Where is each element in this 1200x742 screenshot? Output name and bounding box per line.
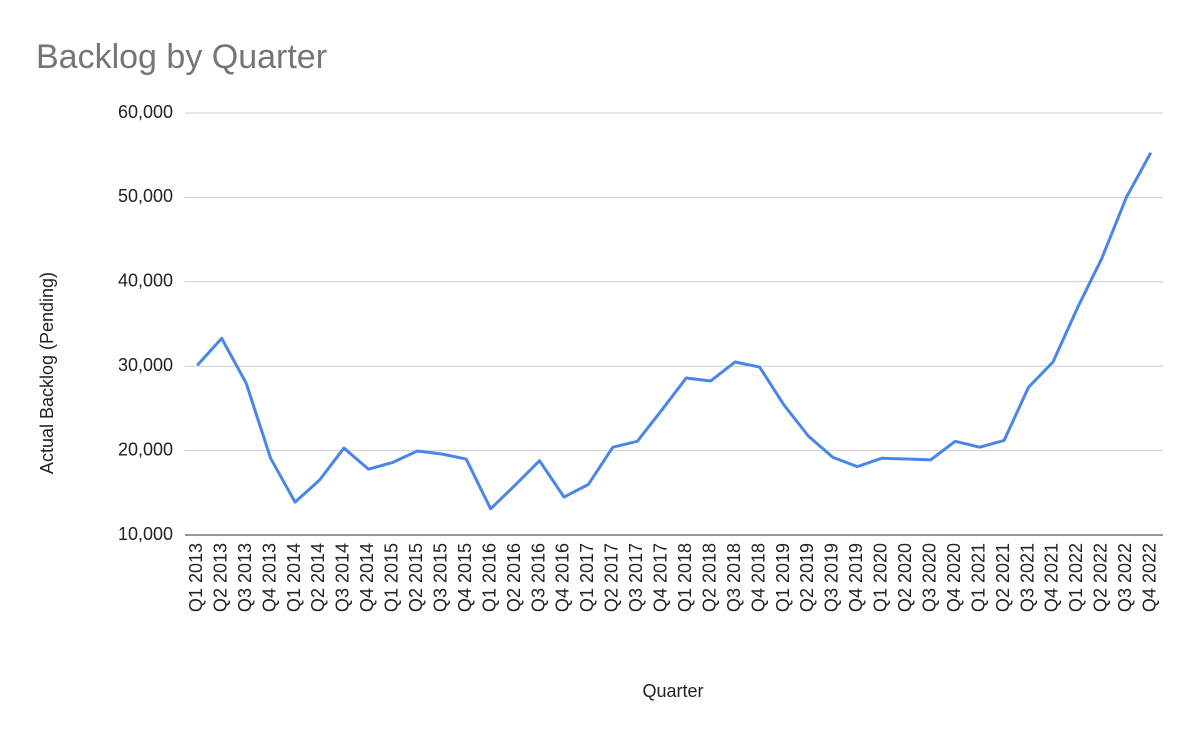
x-tick-label: Q2 2015 [406, 543, 426, 612]
x-tick-label: Q2 2019 [797, 543, 817, 612]
x-tick-label: Q3 2017 [626, 543, 646, 612]
x-tick-label: Q4 2020 [944, 543, 964, 612]
x-tick-label: Q3 2020 [919, 543, 939, 612]
x-tick-label: Q4 2014 [357, 543, 377, 612]
x-tick-label: Q2 2022 [1091, 543, 1111, 612]
x-tick-label: Q2 2016 [504, 543, 524, 612]
x-tick-label: Q1 2017 [577, 543, 597, 612]
x-tick-label: Q1 2016 [479, 543, 499, 612]
x-tick-label: Q2 2013 [210, 543, 230, 612]
x-tick-label: Q1 2021 [968, 543, 988, 612]
data-line [196, 151, 1153, 511]
x-tick-label: Q1 2019 [773, 543, 793, 612]
x-tick-label: Q1 2020 [871, 543, 891, 612]
x-tick-label: Q3 2016 [528, 543, 548, 612]
x-tick-label: Q4 2019 [846, 543, 866, 612]
x-tick-label: Q4 2022 [1140, 543, 1160, 612]
x-tick-label: Q3 2013 [235, 543, 255, 612]
x-tick-label: Q1 2018 [675, 543, 695, 612]
x-tick-label: Q3 2022 [1115, 543, 1135, 612]
y-tick-label: 10,000 [118, 524, 173, 544]
y-tick-label: 20,000 [118, 439, 173, 459]
x-tick-label: Q4 2018 [748, 543, 768, 612]
x-tick-label: Q3 2015 [430, 543, 450, 612]
x-tick-label: Q3 2019 [822, 543, 842, 612]
y-axis-title: Actual Backlog (Pending) [37, 272, 57, 474]
x-tick-label: Q4 2016 [553, 543, 573, 612]
x-tick-label: Q1 2013 [186, 543, 206, 612]
y-tick-label: 60,000 [118, 102, 173, 122]
x-tick-label: Q3 2014 [333, 543, 353, 612]
x-tick-label: Q4 2013 [259, 543, 279, 612]
x-tick-label: Q3 2018 [724, 543, 744, 612]
x-tick-label: Q1 2022 [1066, 543, 1086, 612]
x-tick-label: Q1 2014 [284, 543, 304, 612]
x-tick-label: Q4 2021 [1042, 543, 1062, 612]
y-tick-label: 50,000 [118, 186, 173, 206]
y-tick-label: 30,000 [118, 355, 173, 375]
x-tick-label: Q2 2018 [699, 543, 719, 612]
x-tick-label: Q4 2017 [651, 543, 671, 612]
x-tick-label: Q3 2021 [1017, 543, 1037, 612]
x-tick-label: Q1 2015 [382, 543, 402, 612]
x-tick-label: Q2 2017 [602, 543, 622, 612]
x-axis-title: Quarter [642, 681, 703, 701]
x-tick-label: Q2 2021 [993, 543, 1013, 612]
x-tick-label: Q2 2014 [308, 543, 328, 612]
chart-title: Backlog by Quarter [36, 38, 327, 76]
x-tick-label: Q2 2020 [895, 543, 915, 612]
x-tick-label: Q4 2015 [455, 543, 475, 612]
y-tick-label: 40,000 [118, 271, 173, 291]
